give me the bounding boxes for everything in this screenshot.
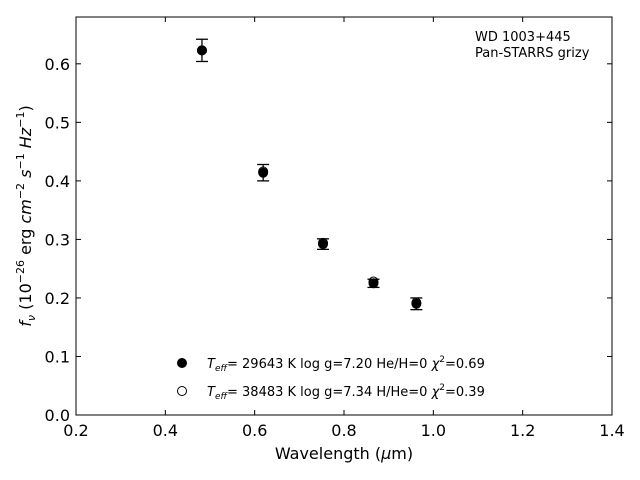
x-tick-label: 1.0 bbox=[421, 421, 446, 440]
x-axis-ticks: 0.2 0.4 0.6 0.8 1.0 1.2 1.4 bbox=[63, 17, 625, 440]
x-tick-label: 0.2 bbox=[63, 421, 88, 440]
legend-entry-1: Teff= 29643 K log g=7.20 He/H=0 χ2=0.69 bbox=[207, 355, 485, 374]
y-tick-label: 0.0 bbox=[45, 406, 70, 425]
plot-frame bbox=[75, 16, 613, 416]
y-axis-ticks: 0.0 0.1 0.2 0.3 0.4 0.5 0.6 bbox=[45, 55, 612, 425]
x-tick-label: 1.4 bbox=[599, 421, 624, 440]
x-tick-label: 1.2 bbox=[510, 421, 535, 440]
data-marks bbox=[195, 38, 423, 311]
y-axis-label: fν (10−26 erg cm−2 s−1 Hz−1) bbox=[14, 105, 38, 326]
y-tick-label: 0.2 bbox=[45, 289, 70, 308]
observed-point bbox=[368, 278, 379, 289]
legend: Teff= 29643 K log g=7.20 He/H=0 χ2=0.69 … bbox=[177, 355, 485, 402]
x-tick-label: 0.4 bbox=[153, 421, 178, 440]
legend-marker-open bbox=[177, 386, 187, 396]
y-tick-label: 0.6 bbox=[45, 55, 70, 74]
observed-point bbox=[318, 239, 329, 250]
y-tick-label: 0.4 bbox=[45, 172, 70, 191]
y-tick-label: 0.5 bbox=[45, 113, 70, 132]
y-tick-label: 0.1 bbox=[45, 347, 70, 366]
x-axis-label: Wavelength (μm) bbox=[275, 444, 413, 463]
x-tick-label: 0.8 bbox=[331, 421, 356, 440]
observed-point bbox=[196, 45, 207, 56]
annotation-survey: Pan-STARRS grizy bbox=[475, 46, 590, 61]
x-tick-label: 0.6 bbox=[242, 421, 267, 440]
legend-marker-filled bbox=[177, 358, 187, 368]
legend-entry-2: Teff= 38483 K log g=7.34 H/He=0 χ2=0.39 bbox=[207, 383, 485, 402]
observed-point bbox=[411, 298, 422, 309]
observed-point bbox=[258, 167, 269, 178]
y-tick-label: 0.3 bbox=[45, 230, 70, 249]
annotation-object: WD 1003+445 bbox=[475, 30, 571, 45]
